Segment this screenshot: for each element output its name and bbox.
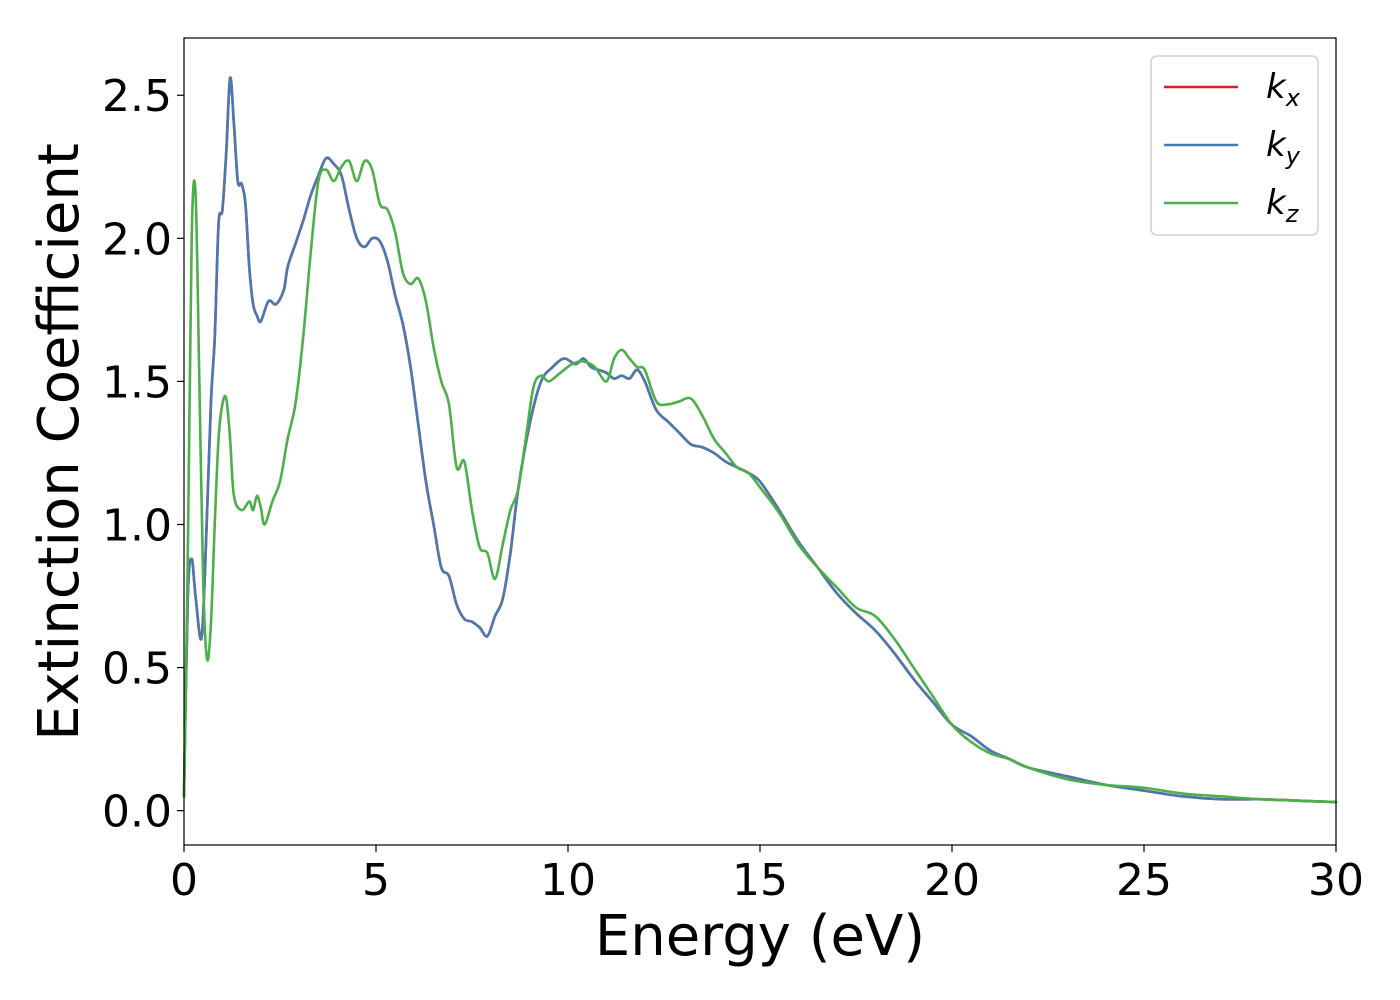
x-tick-label: 25 [1116, 855, 1172, 906]
x-tick-label: 20 [924, 855, 980, 906]
y-tick-label: 2.0 [102, 214, 172, 265]
plot-background [184, 38, 1336, 845]
series-line-ky [182, 76, 1338, 804]
x-tick-label: 0 [170, 855, 198, 906]
legend-items: kx ky kz [1164, 67, 1301, 228]
legend-label-ky: ky [1266, 125, 1301, 170]
x-axis-label: Energy (eV) [595, 904, 925, 969]
x-tick-label: 5 [362, 855, 390, 906]
y-tick-label: 0.5 [102, 644, 172, 695]
legend: kx ky kz [1150, 55, 1319, 236]
y-tick-label: 1.5 [102, 357, 172, 408]
series-layer [182, 76, 1338, 804]
y-axis-label: Extinction Coefficient [27, 143, 92, 741]
y-tick-label: 1.0 [102, 500, 172, 551]
y-tick-label: 0.0 [102, 787, 172, 838]
x-tick-label: 10 [540, 855, 596, 906]
y-tick-label: 2.5 [102, 71, 172, 122]
x-axis-ticks: 0 5 10 15 20 25 30 [170, 845, 1364, 906]
x-tick-label: 15 [732, 855, 788, 906]
series-line-kz [182, 159, 1338, 804]
y-axis-ticks: 0.0 0.5 1.0 1.5 2.0 2.5 [102, 71, 184, 838]
x-tick-label: 30 [1308, 855, 1364, 906]
legend-label-kz: kz [1266, 183, 1300, 228]
legend-label-kx: kx [1266, 67, 1301, 112]
